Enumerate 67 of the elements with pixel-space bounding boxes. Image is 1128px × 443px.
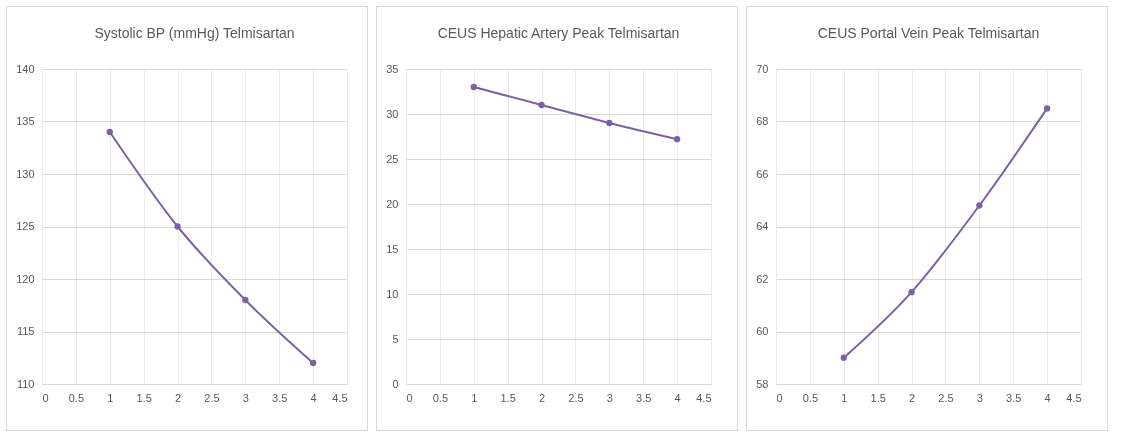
x-tick-label: 0.5	[432, 391, 449, 404]
x-tick-label: 0	[776, 391, 783, 404]
point	[606, 119, 613, 127]
x-tick-label: 4	[1044, 391, 1051, 404]
point	[908, 288, 915, 296]
x-tick-label: 4.5	[332, 391, 348, 404]
y-tick-label: 5	[392, 332, 399, 345]
y-tick-label: 135	[16, 115, 35, 127]
y-tick-label: 20	[386, 197, 399, 210]
x-tick-label: 4	[310, 391, 317, 404]
y-tick-label: 64	[756, 220, 769, 232]
chart-title: Systolic BP (mmHg) Telmisartan	[94, 25, 295, 41]
x-tick-label: 3	[976, 391, 983, 404]
y-tick-label: 125	[16, 220, 35, 232]
point	[242, 296, 249, 304]
y-tick-label: 15	[386, 242, 399, 255]
y-tick-label: 130	[16, 167, 35, 180]
x-tick-label: 3.5	[1006, 391, 1022, 404]
x-tick-label: 3.5	[636, 391, 652, 404]
point	[538, 101, 545, 109]
point	[1043, 105, 1051, 112]
x-tick-label: 4	[674, 391, 681, 404]
y-tick-label: 70	[756, 62, 769, 75]
x-tick-label: 1.5	[870, 391, 886, 404]
y-tick-label: 0	[392, 377, 399, 390]
y-tick-label: 35	[386, 62, 399, 75]
x-tick-label: 1	[107, 391, 114, 404]
y-tick-label: 30	[386, 107, 399, 120]
x-tick-label: 1	[841, 391, 848, 404]
x-tick-label: 1.5	[500, 391, 516, 404]
x-tick-label: 2.5	[938, 391, 954, 404]
y-tick-label: 60	[756, 325, 769, 337]
x-tick-label: 0.5	[68, 391, 85, 404]
y-tick-label: 120	[16, 272, 35, 285]
point	[106, 128, 113, 136]
y-tick-label: 115	[16, 325, 35, 337]
point	[673, 136, 681, 143]
y-tick-label: 10	[386, 287, 399, 300]
point	[976, 202, 983, 209]
x-tick-label: 3	[242, 391, 249, 404]
point	[309, 359, 317, 367]
x-tick-label: 1	[471, 391, 478, 404]
x-tick-label: 0.5	[802, 391, 819, 404]
y-tick-label: 140	[16, 62, 35, 75]
x-tick-label: 0	[406, 391, 413, 404]
chart-title: CEUS Portal Vein Peak Telmisartan	[817, 25, 1040, 41]
x-tick-label: 4.5	[696, 391, 712, 404]
y-tick-label: 68	[756, 115, 769, 127]
y-tick-label: 58	[756, 377, 769, 390]
point	[840, 354, 847, 361]
x-tick-label: 1.5	[136, 391, 152, 404]
x-tick-label: 2	[908, 391, 916, 404]
x-tick-label: 4.5	[1066, 391, 1082, 404]
y-tick-label: 66	[756, 167, 769, 180]
x-tick-label: 3	[606, 391, 613, 404]
point	[470, 83, 477, 91]
point	[174, 223, 181, 230]
y-tick-label: 110	[16, 377, 35, 390]
x-tick-label: 0	[42, 391, 49, 404]
x-tick-label: 2.5	[568, 391, 584, 404]
chart-title: CEUS Hepatic Artery Peak Telmisartan	[437, 25, 680, 41]
y-tick-label: 62	[756, 272, 769, 285]
x-tick-label: 2	[174, 391, 182, 404]
y-tick-label: 25	[386, 152, 399, 165]
x-tick-label: 2.5	[204, 391, 220, 404]
x-tick-label: 2	[538, 391, 546, 404]
x-tick-label: 3.5	[272, 391, 288, 404]
